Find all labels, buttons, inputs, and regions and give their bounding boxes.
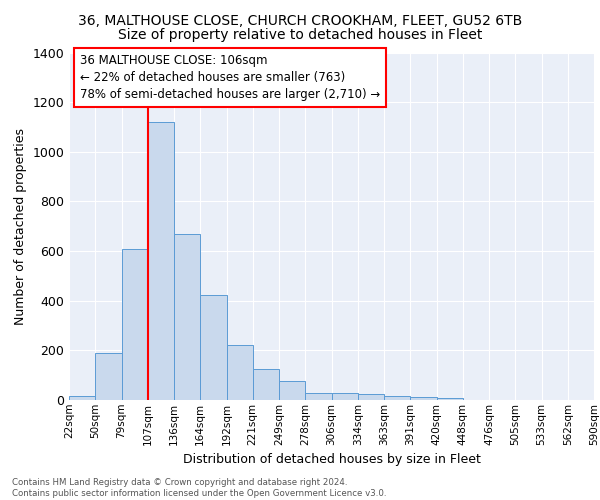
Text: Contains HM Land Registry data © Crown copyright and database right 2024.
Contai: Contains HM Land Registry data © Crown c… (12, 478, 386, 498)
Bar (253, 369, 279, 400)
Bar (384, 396, 410, 400)
Bar (174, 234, 200, 400)
X-axis label: Distribution of detached houses by size in Fleet: Distribution of detached houses by size … (182, 453, 481, 466)
Bar (331, 393, 358, 400)
Bar (121, 248, 148, 400)
Bar (410, 397, 437, 400)
Bar (279, 382, 305, 400)
Bar (227, 346, 253, 400)
Bar (148, 122, 174, 400)
Text: Size of property relative to detached houses in Fleet: Size of property relative to detached ho… (118, 28, 482, 42)
Text: 36, MALTHOUSE CLOSE, CHURCH CROOKHAM, FLEET, GU52 6TB: 36, MALTHOUSE CLOSE, CHURCH CROOKHAM, FL… (78, 14, 522, 28)
Bar (437, 398, 463, 400)
Bar (305, 392, 331, 400)
Bar (69, 396, 95, 400)
Text: 36 MALTHOUSE CLOSE: 106sqm
← 22% of detached houses are smaller (763)
78% of sem: 36 MALTHOUSE CLOSE: 106sqm ← 22% of deta… (79, 54, 380, 100)
Bar (95, 353, 121, 400)
Bar (200, 294, 227, 400)
Y-axis label: Number of detached properties: Number of detached properties (14, 128, 27, 325)
Bar (358, 394, 384, 400)
